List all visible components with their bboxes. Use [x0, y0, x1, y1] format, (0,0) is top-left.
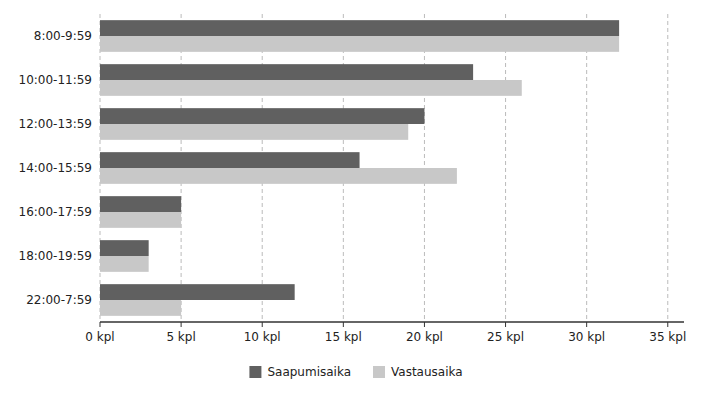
category-label: 22:00-7:59 [26, 293, 92, 307]
legend-swatch [373, 366, 385, 378]
tick-label: 35 kpl [649, 330, 686, 344]
bar [100, 80, 522, 96]
grid-line [505, 14, 506, 322]
category-label: 12:00-13:59 [19, 117, 93, 131]
tick-label: 10 kpl [244, 330, 281, 344]
bar [100, 152, 360, 168]
bars [100, 20, 619, 316]
grid-line [586, 14, 587, 322]
tick-label: 5 kpl [166, 330, 195, 344]
tick-label: 25 kpl [487, 330, 524, 344]
page: {"chart_data": {"type": "bar", "orientat… [0, 0, 712, 394]
bar [100, 256, 149, 272]
legend-swatch [249, 366, 261, 378]
bar [100, 124, 408, 140]
bar [100, 240, 149, 256]
category-label: 10:00-11:59 [19, 73, 93, 87]
y-axis: 8:00-9:59 10:00-11:59 12:00-13:59 14:00-15:… [19, 29, 93, 307]
tick-label: 15 kpl [325, 330, 362, 344]
bar [100, 168, 457, 184]
bar [100, 108, 424, 124]
bar [100, 20, 619, 36]
legend-label: Saapumisaika [267, 365, 351, 379]
tick-label: 20 kpl [406, 330, 443, 344]
tick-label: 0 kpl [85, 330, 114, 344]
legend-label: Vastausaika [391, 365, 463, 379]
category-label: 14:00-15:59 [19, 161, 93, 175]
bar [100, 64, 473, 80]
grid [100, 14, 668, 322]
category-label: 18:00-19:59 [19, 249, 93, 263]
category-label: 8:00-9:59 [34, 29, 92, 43]
bar [100, 212, 181, 228]
x-axis: 0 kpl 5 kpl 10 kpl 15 kpl 20 kpl 25 kpl 30 kpl… [85, 322, 686, 344]
chart: 0 kpl 5 kpl 10 kpl 15 kpl 20 kpl 25 kpl 30 kpl… [0, 0, 712, 394]
grid-line [667, 14, 668, 322]
bar [100, 36, 619, 52]
bar [100, 196, 181, 212]
bar [100, 300, 181, 316]
x-axis-line [100, 321, 684, 323]
category-label: 16:00-17:59 [19, 205, 93, 219]
tick-label: 30 kpl [568, 330, 605, 344]
bar [100, 284, 295, 300]
legend: Saapumisaika Vastausaika [249, 365, 462, 379]
